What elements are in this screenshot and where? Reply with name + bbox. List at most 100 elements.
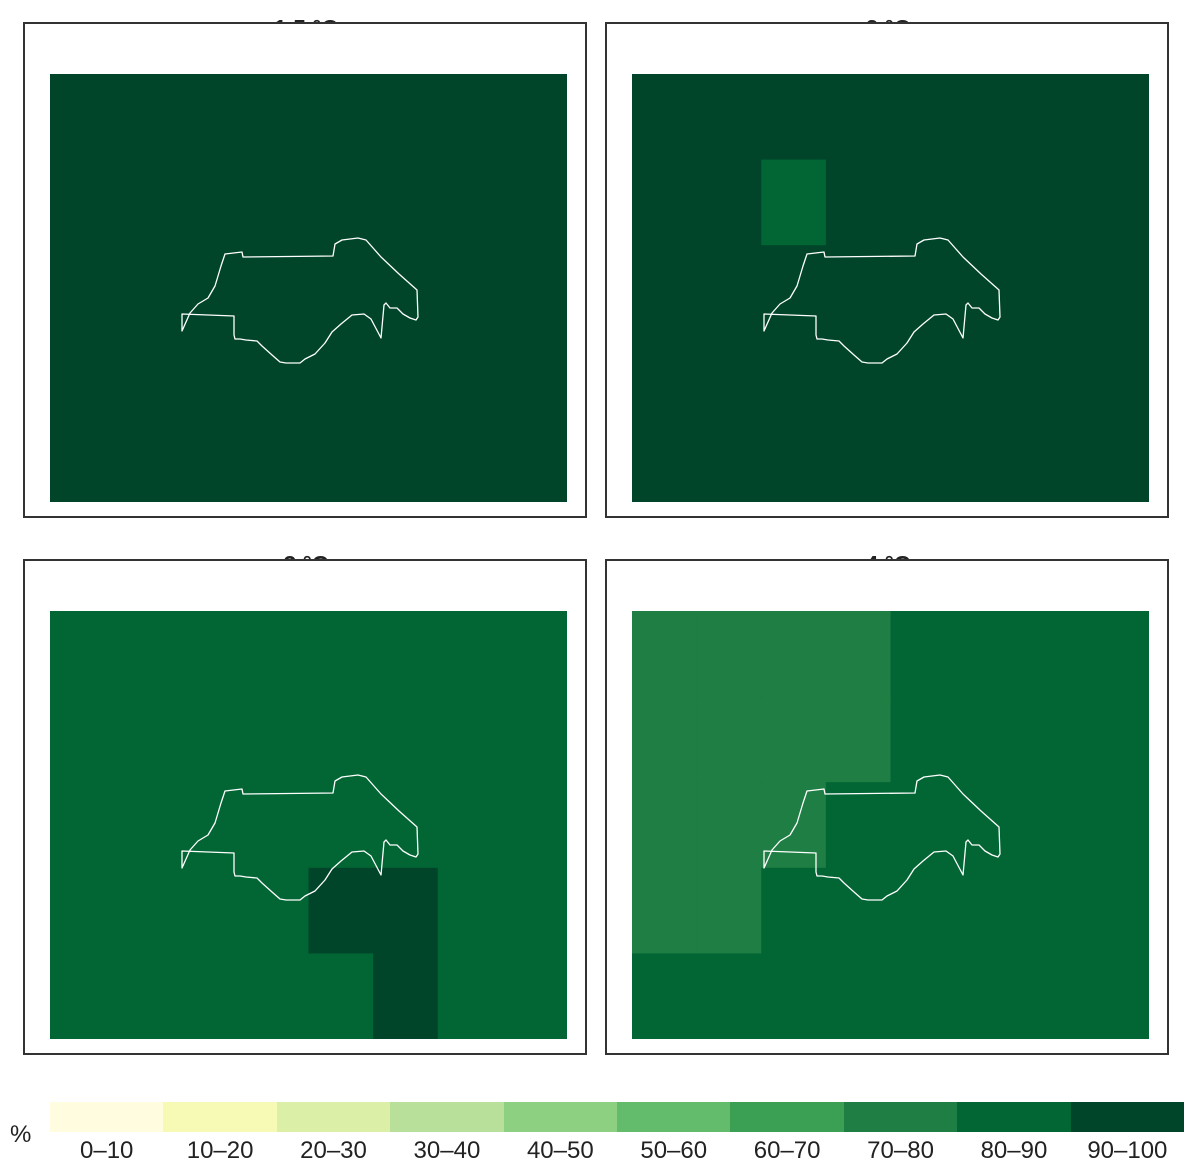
- map-grid-cell: [437, 416, 503, 502]
- map-grid-cell: [179, 330, 245, 417]
- legend-swatch: [276, 1102, 391, 1132]
- map-grid-cell: [1084, 782, 1149, 869]
- map-grid-cell: [243, 245, 310, 332]
- map-grid-cell: [955, 330, 1021, 417]
- map-grid-cell: [1019, 416, 1085, 502]
- map-grid-cell: [308, 953, 374, 1039]
- map-grid-cell: [761, 782, 827, 869]
- map-grid-cell: [179, 696, 245, 783]
- map-grid-cell: [825, 245, 892, 332]
- map-grid-cell: [373, 867, 439, 954]
- map-grid-cell: [696, 696, 762, 783]
- map-grid-cell: [243, 74, 310, 161]
- map-grid-cell: [308, 782, 374, 869]
- map-grid-cell: [1084, 416, 1149, 502]
- legend-swatch: [50, 1102, 164, 1132]
- map-grid-cell: [502, 330, 567, 417]
- map-grid-cell: [114, 159, 180, 246]
- map-grid-cell: [308, 416, 374, 502]
- map-grid-cell: [114, 416, 180, 502]
- map-grid-cell: [955, 696, 1021, 783]
- map-grid-cell: [373, 74, 439, 161]
- map-grid-cell: [114, 611, 180, 698]
- map-grid-cell: [502, 416, 567, 502]
- map-grid-cell: [761, 74, 827, 161]
- region-outline: [763, 774, 1001, 901]
- map-grid-cell: [50, 330, 116, 417]
- map-panel-2: [605, 22, 1169, 518]
- map-grid-cell: [373, 696, 439, 783]
- map-grid-cell: [632, 696, 698, 783]
- map-grid-cell: [955, 953, 1021, 1039]
- map-grid-cell: [761, 867, 827, 954]
- map-grid-cell: [114, 782, 180, 869]
- region-outline: [181, 237, 419, 364]
- map-grid-cell: [1019, 782, 1085, 869]
- map-grid-cell: [761, 953, 827, 1039]
- map-grid-cell: [825, 782, 892, 869]
- legend-label: 50–60: [640, 1137, 708, 1164]
- map-grid-cell: [825, 953, 892, 1039]
- map-grid-cell: [502, 74, 567, 161]
- map-grid-cell: [632, 416, 698, 502]
- map-grid-cell: [50, 696, 116, 783]
- map-grid-cell: [696, 330, 762, 417]
- map-grid-cell: [373, 953, 439, 1039]
- map-grid-cell: [437, 245, 503, 332]
- map-grid-cell: [825, 330, 892, 417]
- map-grid-cell: [1084, 867, 1149, 954]
- legend-label: 10–20: [186, 1137, 254, 1164]
- map-grid-cell: [1019, 696, 1085, 783]
- legend-label: 70–80: [867, 1137, 934, 1164]
- map-grid-cell: [243, 611, 310, 698]
- legend-label: 40–50: [526, 1137, 594, 1164]
- map-grid-cell: [243, 696, 310, 783]
- map-grid-cell: [890, 611, 956, 698]
- map-grid-cell: [1084, 611, 1149, 698]
- map-grid-cell: [373, 416, 439, 502]
- map-grid-cell: [437, 330, 503, 417]
- legend-label: 80–90: [980, 1137, 1048, 1164]
- map-grid-cell: [179, 74, 245, 161]
- map-grid-cell: [373, 611, 439, 698]
- map-grid-cell: [437, 159, 503, 246]
- map-grid-cell: [179, 159, 245, 246]
- map-grid-cell: [373, 330, 439, 417]
- map-grid-cell: [179, 245, 245, 332]
- map-grid-cell: [114, 74, 180, 161]
- map-grid-cell: [1019, 74, 1085, 161]
- map-grid-cell: [632, 245, 698, 332]
- map-grid-cell: [696, 416, 762, 502]
- legend-swatch: [617, 1102, 731, 1132]
- map-grid-cell: [502, 159, 567, 246]
- map-grid-cell: [955, 867, 1021, 954]
- map-grid-cell: [632, 782, 698, 869]
- map-grid-cell: [696, 159, 762, 246]
- map-grid-cell: [632, 953, 698, 1039]
- map-grid-cell: [1019, 159, 1085, 246]
- map-grid-cell: [50, 245, 116, 332]
- map-3: [50, 611, 567, 1039]
- map-grid-cell: [50, 782, 116, 869]
- map-grid-cell: [373, 159, 439, 246]
- map-grid-cell: [50, 953, 116, 1039]
- legend-swatch: [730, 1102, 844, 1132]
- map-grid-cell: [179, 611, 245, 698]
- map-grid-cell: [825, 416, 892, 502]
- map-grid-cell: [1084, 74, 1149, 161]
- map-grid-cell: [696, 953, 762, 1039]
- map-grid-cell: [825, 611, 892, 698]
- legend-color-bar: [50, 1102, 1184, 1132]
- map-grid-cell: [825, 696, 892, 783]
- map-grid-cell: [1019, 953, 1085, 1039]
- map-grid-cell: [114, 953, 180, 1039]
- map-grid-cell: [696, 867, 762, 954]
- legend-label: 30–40: [413, 1137, 481, 1164]
- map-grid-cell: [502, 696, 567, 783]
- map-grid-cell: [632, 74, 698, 161]
- map-grid-cell: [437, 953, 503, 1039]
- map-2: [632, 74, 1149, 502]
- legend-swatch: [390, 1102, 504, 1132]
- map-grid-cell: [114, 867, 180, 954]
- map-grid-cell: [502, 245, 567, 332]
